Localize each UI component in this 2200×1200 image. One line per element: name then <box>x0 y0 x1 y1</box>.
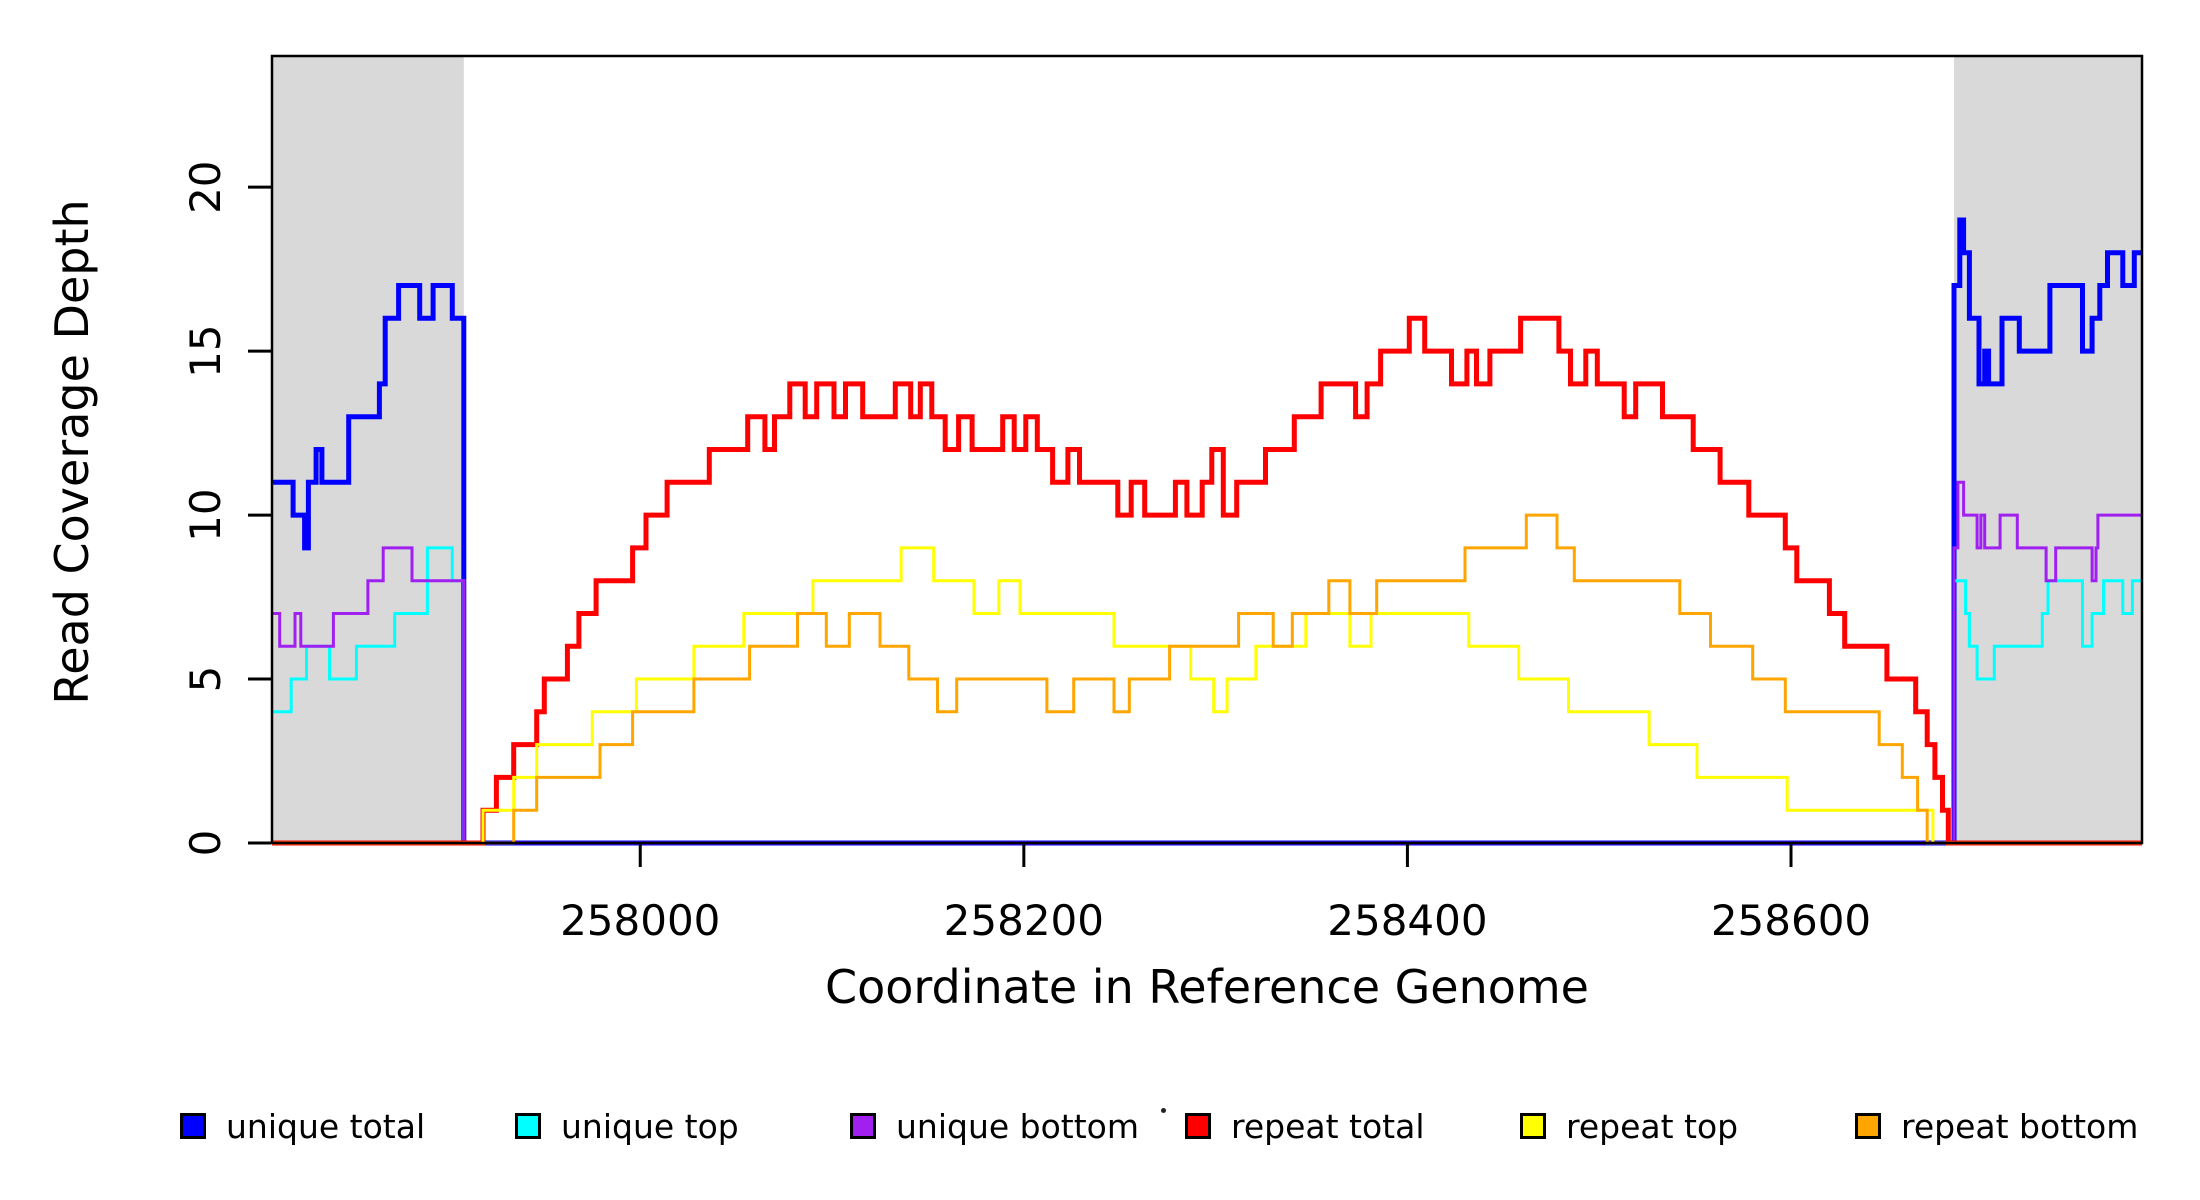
masked-region <box>1954 56 2142 843</box>
series-repeat-total <box>272 315 2142 846</box>
stray-dot <box>1161 1108 1166 1113</box>
legend-label-unique-bottom: unique bottom <box>896 1106 1140 1146</box>
y-tick-label: 0 <box>181 830 230 857</box>
series-unique-total <box>272 217 2142 846</box>
legend-label-repeat-top: repeat top <box>1566 1106 1739 1146</box>
legend-item-unique-total: unique total <box>180 1100 425 1152</box>
legend-swatch-repeat-total <box>1185 1113 1211 1139</box>
legend-swatch-unique-top <box>515 1113 541 1139</box>
y-tick-label: 10 <box>181 488 230 541</box>
masked-region <box>272 56 464 843</box>
x-tick-label: 258400 <box>1327 896 1487 945</box>
x-tick-label: 258600 <box>1711 896 1871 945</box>
legend-label-repeat-bottom: repeat bottom <box>1901 1106 2139 1146</box>
legend-label-unique-total: unique total <box>226 1106 426 1146</box>
legend-item-repeat-bottom: repeat bottom <box>1855 1100 2138 1152</box>
series-repeat-top <box>272 546 2142 845</box>
plot-border <box>270 54 2144 845</box>
x-axis-title: Coordinate in Reference Genome <box>825 960 1589 1014</box>
x-tick-label: 258000 <box>560 896 720 945</box>
legend-item-unique-bottom: unique bottom <box>850 1100 1139 1152</box>
y-tick-label: 5 <box>181 666 230 693</box>
legend-item-repeat-total: repeat total <box>1185 1100 1425 1152</box>
legend-swatch-repeat-top <box>1520 1113 1546 1139</box>
series-repeat-bottom <box>272 513 2142 845</box>
series-unique-bottom <box>272 480 2142 845</box>
y-axis-title: Read Coverage Depth <box>45 199 99 705</box>
y-tick-label: 15 <box>181 324 230 377</box>
legend-label-unique-top: unique top <box>561 1106 739 1146</box>
series-unique-top <box>272 546 2142 845</box>
legend: unique total unique top unique bottom repea… <box>0 1100 2200 1152</box>
legend-swatch-unique-total <box>180 1113 206 1139</box>
legend-label-repeat-total: repeat total <box>1231 1106 1425 1146</box>
x-tick-label: 258200 <box>944 896 1104 945</box>
legend-swatch-repeat-bottom <box>1855 1113 1881 1139</box>
legend-item-repeat-top: repeat top <box>1520 1100 1738 1152</box>
legend-swatch-unique-bottom <box>850 1113 876 1139</box>
legend-item-unique-top: unique top <box>515 1100 739 1152</box>
y-tick-label: 20 <box>181 160 230 213</box>
